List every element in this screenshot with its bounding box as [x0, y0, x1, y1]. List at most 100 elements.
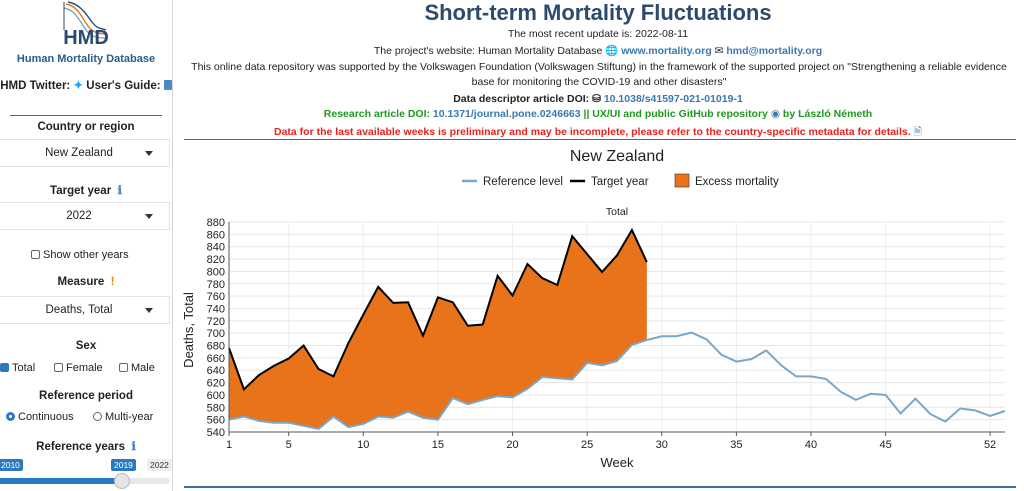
x-tick-label: 45	[879, 439, 891, 451]
descriptor-doi-link[interactable]: 10.1038/s41597-021-01019-1	[603, 93, 743, 105]
website-line: The project's website: Human Mortality D…	[172, 44, 1024, 57]
sex-total-checkbox[interactable]: Total	[0, 362, 35, 374]
descriptor-line: Data descriptor article DOI: ⛁ 10.1038/s…	[172, 93, 1024, 105]
database-icon: ⛁	[592, 93, 601, 105]
warning-line: Data for the last available weeks is pre…	[172, 124, 1024, 142]
hmd-logo-icon	[63, 1, 107, 39]
github-icon[interactable]: ◉	[770, 108, 780, 120]
warning-icon[interactable]: !	[107, 276, 115, 288]
checkbox-icon[interactable]	[54, 363, 63, 372]
twitter-icon[interactable]: ✦	[73, 80, 84, 92]
y-tick-label: 600	[207, 390, 225, 402]
header-divider	[184, 139, 1016, 140]
x-tick-label: 10	[357, 439, 369, 451]
slider-handle[interactable]	[114, 473, 130, 489]
twitter-guide-block: HMD Twitter: ✦ User's Guide:	[0, 78, 172, 94]
checkbox-icon[interactable]	[119, 363, 128, 372]
target-year-label: Target year	[50, 185, 112, 197]
radio-icon[interactable]	[93, 412, 102, 421]
sex-male-checkbox[interactable]: Male	[119, 362, 155, 374]
y-tick-label: 740	[207, 303, 225, 315]
legend-excess-swatch	[674, 173, 690, 188]
twitter-label: HMD Twitter:	[0, 80, 71, 92]
sidebar: HMD Human Mortality Database HMD Twitter…	[0, 0, 173, 491]
x-tick-label: 5	[286, 439, 292, 451]
y-tick-label: 820	[207, 254, 225, 266]
page-title: Short-term Mortality Fluctuations	[424, 0, 772, 25]
legend-excess-label[interactable]: Excess mortality	[695, 176, 779, 188]
y-tick-label: 780	[207, 279, 225, 291]
guide-book-icon[interactable]	[163, 80, 172, 90]
y-tick-label: 540	[207, 427, 225, 439]
database-name: Human Mortality Database	[16, 53, 156, 65]
sex-female-label: Female	[66, 362, 103, 374]
sidebar-divider	[10, 115, 162, 116]
show-other-years-label: Show other years	[43, 249, 129, 261]
x-tick-label: 40	[805, 439, 817, 451]
research-doi-link[interactable]: 10.1371/journal.pone.0246663	[432, 108, 581, 120]
info-icon[interactable]: ℹ	[128, 441, 136, 453]
y-tick-label: 640	[207, 365, 225, 377]
y-axis-label: Deaths, Total	[181, 292, 196, 368]
y-tick-label: 580	[207, 402, 225, 414]
website-link[interactable]: www.mortality.org	[621, 45, 712, 57]
radio-selected-icon[interactable]	[6, 412, 15, 421]
country-select[interactable]: New Zealand	[0, 139, 170, 167]
country-label: Country or region	[37, 121, 135, 133]
x-tick-label: 35	[730, 439, 742, 451]
chevron-down-icon	[145, 151, 153, 156]
logo-text: HMD	[63, 27, 109, 49]
x-tick-label: 25	[581, 439, 593, 451]
legend-target-label[interactable]: Target year	[591, 176, 649, 188]
x-tick-label: 30	[656, 439, 668, 451]
x-tick-label: 15	[432, 439, 444, 451]
excess-mortality-area	[229, 230, 647, 429]
sex-female-checkbox[interactable]: Female	[54, 362, 103, 374]
pdf-icon[interactable]: 🗎	[913, 126, 922, 138]
slider-max-badge: 2022	[147, 459, 172, 471]
uxui-text: || UX/UI and public GitHub repository	[583, 108, 768, 120]
info-icon[interactable]: ℹ	[114, 185, 122, 197]
sex-label: Sex	[75, 340, 97, 352]
descriptor-prefix: Data descriptor article DOI:	[453, 93, 590, 105]
reference-years-label-row: Reference years ℹ	[0, 439, 172, 453]
chart-subtitle: Total	[606, 206, 628, 218]
y-tick-label: 620	[207, 378, 225, 390]
uxui-by[interactable]: by László Németh	[782, 108, 873, 120]
slider-min-badge: 2010	[0, 459, 23, 471]
chart-legend: Reference level Target year Excess morta…	[462, 173, 779, 188]
legend-reference-label[interactable]: Reference level	[483, 176, 563, 188]
target-year-select[interactable]: 2022	[0, 202, 170, 230]
y-tick-label: 760	[207, 291, 225, 303]
slider-fill	[0, 478, 122, 484]
x-tick-label: 52	[984, 439, 996, 451]
support-text: This online data repository was supporte…	[191, 61, 1007, 88]
y-tick-label: 660	[207, 353, 225, 365]
footer-divider	[184, 486, 1016, 488]
sex-total-label: Total	[12, 362, 36, 374]
update-line: The most recent update is: 2022-08-11	[172, 28, 1024, 40]
y-tick-label: 700	[207, 328, 225, 340]
measure-label-row: Measure !	[0, 276, 172, 288]
show-other-years-checkbox[interactable]: Show other years	[31, 249, 129, 261]
target-year-value: 2022	[66, 210, 92, 222]
checkbox-icon[interactable]	[31, 250, 40, 259]
chevron-down-icon	[145, 214, 153, 219]
y-tick-label: 860	[207, 229, 225, 241]
checkbox-checked-icon[interactable]	[0, 363, 9, 372]
y-tick-label: 800	[207, 266, 225, 278]
reference-period-label: Reference period	[39, 390, 133, 402]
measure-select[interactable]: Deaths, Total	[0, 296, 170, 324]
y-tick-label: 840	[207, 242, 225, 254]
email-link[interactable]: hmd@mortality.org	[726, 45, 823, 57]
mortality-chart: New Zealand Reference level Target year …	[181, 148, 1006, 470]
sex-male-label: Male	[131, 362, 155, 374]
research-prefix: Research article DOI:	[323, 108, 430, 120]
ref-multiyear-radio[interactable]: Multi-year	[93, 411, 153, 423]
reference-years-label: Reference years	[36, 441, 126, 453]
research-line: Research article DOI: 10.1371/journal.po…	[172, 108, 1024, 120]
ref-continuous-radio[interactable]: Continuous	[6, 411, 74, 423]
preliminary-warning: Data for the last available weeks is pre…	[273, 126, 911, 138]
reference-level-line	[228, 331, 1006, 430]
envelope-icon: ✉	[714, 45, 724, 57]
